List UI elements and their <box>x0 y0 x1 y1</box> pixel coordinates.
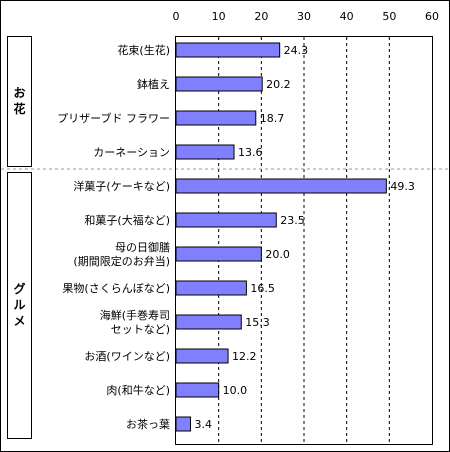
group-label: グルメ <box>13 281 25 328</box>
bar-value-label: 12.2 <box>232 350 257 363</box>
bar <box>175 76 263 92</box>
bar-value-label: 20.0 <box>265 248 290 261</box>
group-label: お花 <box>13 86 25 116</box>
x-tick-label: 30 <box>297 10 311 23</box>
x-tick-label: 0 <box>173 10 180 23</box>
bar <box>175 42 281 58</box>
bar-value-label: 10.0 <box>223 384 248 397</box>
category-label: セットなど) <box>111 323 170 336</box>
x-tick-label: 40 <box>340 10 354 23</box>
bar-value-label: 18.7 <box>260 112 285 125</box>
category-label: お茶っ葉 <box>126 417 170 431</box>
bar-value-label: 16.5 <box>250 282 275 295</box>
category-label: プリザーブド フラワー <box>57 111 170 125</box>
plot-area-border <box>175 36 433 445</box>
x-tick-label: 50 <box>382 10 396 23</box>
bar <box>175 314 242 330</box>
group-box <box>7 172 32 439</box>
bar <box>175 144 235 160</box>
group-box <box>7 36 32 167</box>
tick-layer: 0 10 20 30 40 50 60 <box>173 10 440 23</box>
category-label: 花束(生花) <box>117 43 170 57</box>
category-label: 洋菓子(ケーキなど) <box>73 179 170 193</box>
label-layer: 24.3 花束(生花) 20.2 鉢植え 18.7 プリザーブド フラワー 13.6 カーネー… <box>57 43 415 431</box>
bar-value-label: 3.4 <box>195 418 213 431</box>
bar-value-label: 20.2 <box>266 78 291 91</box>
bar <box>175 246 262 262</box>
category-label: 肉(和牛など) <box>106 383 170 397</box>
bar <box>175 178 387 194</box>
bar-value-label: 13.6 <box>238 146 263 159</box>
category-label: 海鮮(手巻寿司 <box>100 308 170 322</box>
bar-value-label: 49.3 <box>390 180 415 193</box>
x-tick-label: 10 <box>212 10 226 23</box>
bar <box>175 348 229 364</box>
grid-layer <box>218 37 390 444</box>
bar-layer <box>175 42 387 432</box>
category-label: 果物(さくらんぼなど) <box>62 281 170 295</box>
x-tick-label: 60 <box>425 10 439 23</box>
bar <box>175 416 192 432</box>
bar <box>175 110 257 126</box>
category-label: 和菓子(大福など) <box>84 213 170 227</box>
x-tick-label: 20 <box>254 10 268 23</box>
bar <box>175 212 277 228</box>
bar-value-label: 23.5 <box>280 214 305 227</box>
category-label: 鉢植え <box>137 77 170 91</box>
bar-value-label: 24.3 <box>284 44 309 57</box>
bar <box>175 280 247 296</box>
bar-value-label: 15.3 <box>245 316 270 329</box>
category-label: 母の日御膳 <box>115 240 170 254</box>
bar <box>175 382 220 398</box>
category-label: お酒(ワインなど) <box>84 350 170 363</box>
category-label: カーネーション <box>93 146 170 159</box>
category-label: (期間限定のお弁当) <box>73 254 170 268</box>
